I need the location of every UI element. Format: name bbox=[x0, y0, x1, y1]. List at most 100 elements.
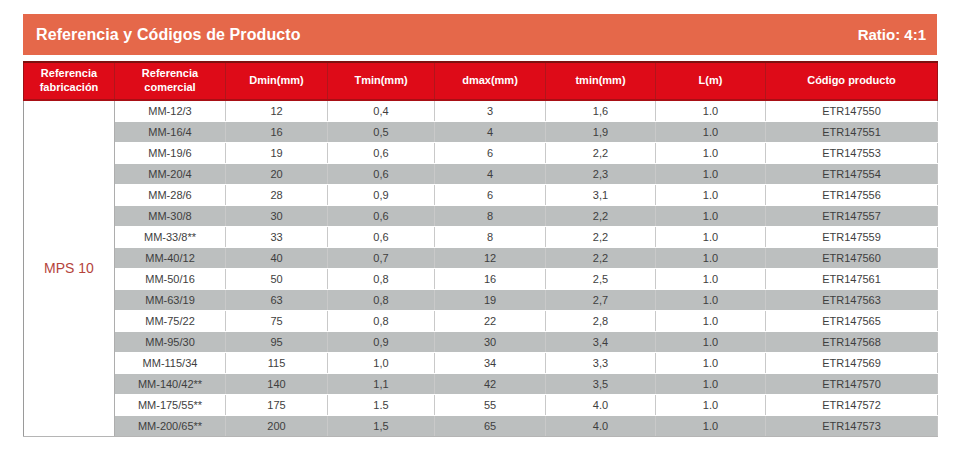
cell-dmax: 22 bbox=[435, 310, 546, 331]
cell-l: 1.0 bbox=[656, 310, 766, 331]
cell-l: 1.0 bbox=[656, 163, 766, 184]
table-row: MM-140/42**1401,1423,51.0ETR147570 bbox=[24, 373, 938, 394]
table-row: MM-16/4160,541,91.0ETR147551 bbox=[24, 121, 938, 142]
cell-l: 1.0 bbox=[656, 247, 766, 268]
cell-dmax: 8 bbox=[435, 226, 546, 247]
cell-tmin-lower: 2,3 bbox=[546, 163, 656, 184]
cell-tmin-upper: 0,6 bbox=[328, 142, 435, 163]
table-row: MM-40/12400,7122,21.0ETR147560 bbox=[24, 247, 938, 268]
cell-l: 1.0 bbox=[656, 142, 766, 163]
cell-tmin-lower: 4.0 bbox=[546, 415, 656, 436]
cell-codigo-producto: ETR147568 bbox=[766, 331, 938, 352]
table-row: MM-63/19630,8192,71.0ETR147563 bbox=[24, 289, 938, 310]
cell-tmin-upper: 0,8 bbox=[328, 289, 435, 310]
cell-referencia-comercial: MM-115/34 bbox=[115, 352, 226, 373]
cell-dmax: 55 bbox=[435, 394, 546, 415]
table-row: MM-95/30950,9303,41.0ETR147568 bbox=[24, 331, 938, 352]
ratio-badge: Ratio: 4:1 bbox=[858, 26, 926, 43]
cell-tmin-upper: 0,9 bbox=[328, 184, 435, 205]
table-row: MM-20/4200,642,31.0ETR147554 bbox=[24, 163, 938, 184]
cell-referencia-comercial: MM-75/22 bbox=[115, 310, 226, 331]
cell-l: 1.0 bbox=[656, 184, 766, 205]
cell-dmin: 200 bbox=[226, 415, 328, 436]
cell-tmin-upper: 1,1 bbox=[328, 373, 435, 394]
cell-dmin: 33 bbox=[226, 226, 328, 247]
cell-tmin-lower: 2,5 bbox=[546, 268, 656, 289]
cell-tmin-upper: 0,6 bbox=[328, 163, 435, 184]
cell-codigo-producto: ETR147554 bbox=[766, 163, 938, 184]
table-header: Referencia fabricación Referencia comerc… bbox=[24, 62, 938, 100]
cell-dmax: 4 bbox=[435, 121, 546, 142]
cell-dmax: 16 bbox=[435, 268, 546, 289]
cell-l: 1.0 bbox=[656, 100, 766, 121]
cell-referencia-comercial: MM-12/3 bbox=[115, 100, 226, 121]
section-title: Referencia y Códigos de Producto bbox=[36, 26, 301, 44]
page: Referencia y Códigos de Producto Ratio: … bbox=[0, 0, 960, 437]
cell-l: 1.0 bbox=[656, 289, 766, 310]
cell-codigo-producto: ETR147570 bbox=[766, 373, 938, 394]
col-header-tmin-upper: Tmin(mm) bbox=[328, 62, 435, 100]
cell-dmin: 12 bbox=[226, 100, 328, 121]
cell-codigo-producto: ETR147569 bbox=[766, 352, 938, 373]
cell-dmin: 175 bbox=[226, 394, 328, 415]
cell-dmin: 95 bbox=[226, 331, 328, 352]
cell-codigo-producto: ETR147563 bbox=[766, 289, 938, 310]
cell-tmin-lower: 1,6 bbox=[546, 100, 656, 121]
cell-dmax: 8 bbox=[435, 205, 546, 226]
cell-codigo-producto: ETR147561 bbox=[766, 268, 938, 289]
cell-dmax: 65 bbox=[435, 415, 546, 436]
cell-dmax: 12 bbox=[435, 247, 546, 268]
cell-referencia-comercial: MM-95/30 bbox=[115, 331, 226, 352]
col-header-dmax: dmax(mm) bbox=[435, 62, 546, 100]
cell-dmax: 30 bbox=[435, 331, 546, 352]
cell-dmax: 34 bbox=[435, 352, 546, 373]
table-row: MM-28/6280,963,11.0ETR147556 bbox=[24, 184, 938, 205]
cell-codigo-producto: ETR147551 bbox=[766, 121, 938, 142]
cell-dmin: 140 bbox=[226, 373, 328, 394]
cell-tmin-upper: 0,8 bbox=[328, 268, 435, 289]
table-row: MM-33/8**330,682,21.0ETR147559 bbox=[24, 226, 938, 247]
cell-tmin-lower: 2,7 bbox=[546, 289, 656, 310]
cell-tmin-upper: 0,6 bbox=[328, 226, 435, 247]
cell-referencia-comercial: MM-19/6 bbox=[115, 142, 226, 163]
cell-tmin-upper: 1,5 bbox=[328, 415, 435, 436]
cell-dmax: 6 bbox=[435, 142, 546, 163]
cell-codigo-producto: ETR147556 bbox=[766, 184, 938, 205]
cell-tmin-upper: 0,6 bbox=[328, 205, 435, 226]
cell-codigo-producto: ETR147550 bbox=[766, 100, 938, 121]
cell-codigo-producto: ETR147557 bbox=[766, 205, 938, 226]
table-row: MM-19/6190,662,21.0ETR147553 bbox=[24, 142, 938, 163]
cell-dmin: 40 bbox=[226, 247, 328, 268]
cell-tmin-upper: 0,5 bbox=[328, 121, 435, 142]
cell-referencia-comercial: MM-175/55** bbox=[115, 394, 226, 415]
col-header-l: L(m) bbox=[656, 62, 766, 100]
group-label-cell: MPS 10 bbox=[24, 100, 115, 436]
cell-codigo-producto: ETR147572 bbox=[766, 394, 938, 415]
cell-l: 1.0 bbox=[656, 352, 766, 373]
cell-tmin-upper: 0,8 bbox=[328, 310, 435, 331]
cell-tmin-lower: 2,2 bbox=[546, 205, 656, 226]
cell-tmin-lower: 2,2 bbox=[546, 247, 656, 268]
cell-referencia-comercial: MM-63/19 bbox=[115, 289, 226, 310]
cell-dmax: 3 bbox=[435, 100, 546, 121]
cell-dmin: 50 bbox=[226, 268, 328, 289]
cell-codigo-producto: ETR147559 bbox=[766, 226, 938, 247]
cell-dmin: 30 bbox=[226, 205, 328, 226]
cell-tmin-upper: 1.5 bbox=[328, 394, 435, 415]
cell-referencia-comercial: MM-200/65** bbox=[115, 415, 226, 436]
col-header-referencia-comercial: Referencia comercial bbox=[115, 62, 226, 100]
cell-tmin-lower: 3,4 bbox=[546, 331, 656, 352]
cell-l: 1.0 bbox=[656, 331, 766, 352]
cell-l: 1.0 bbox=[656, 394, 766, 415]
cell-referencia-comercial: MM-50/16 bbox=[115, 268, 226, 289]
cell-l: 1.0 bbox=[656, 268, 766, 289]
cell-codigo-producto: ETR147553 bbox=[766, 142, 938, 163]
cell-tmin-upper: 0,7 bbox=[328, 247, 435, 268]
cell-tmin-lower: 3,1 bbox=[546, 184, 656, 205]
cell-tmin-lower: 2,2 bbox=[546, 142, 656, 163]
cell-referencia-comercial: MM-40/12 bbox=[115, 247, 226, 268]
cell-dmin: 115 bbox=[226, 352, 328, 373]
section-title-bar: Referencia y Códigos de Producto Ratio: … bbox=[23, 14, 937, 55]
cell-tmin-lower: 3,5 bbox=[546, 373, 656, 394]
cell-dmin: 28 bbox=[226, 184, 328, 205]
